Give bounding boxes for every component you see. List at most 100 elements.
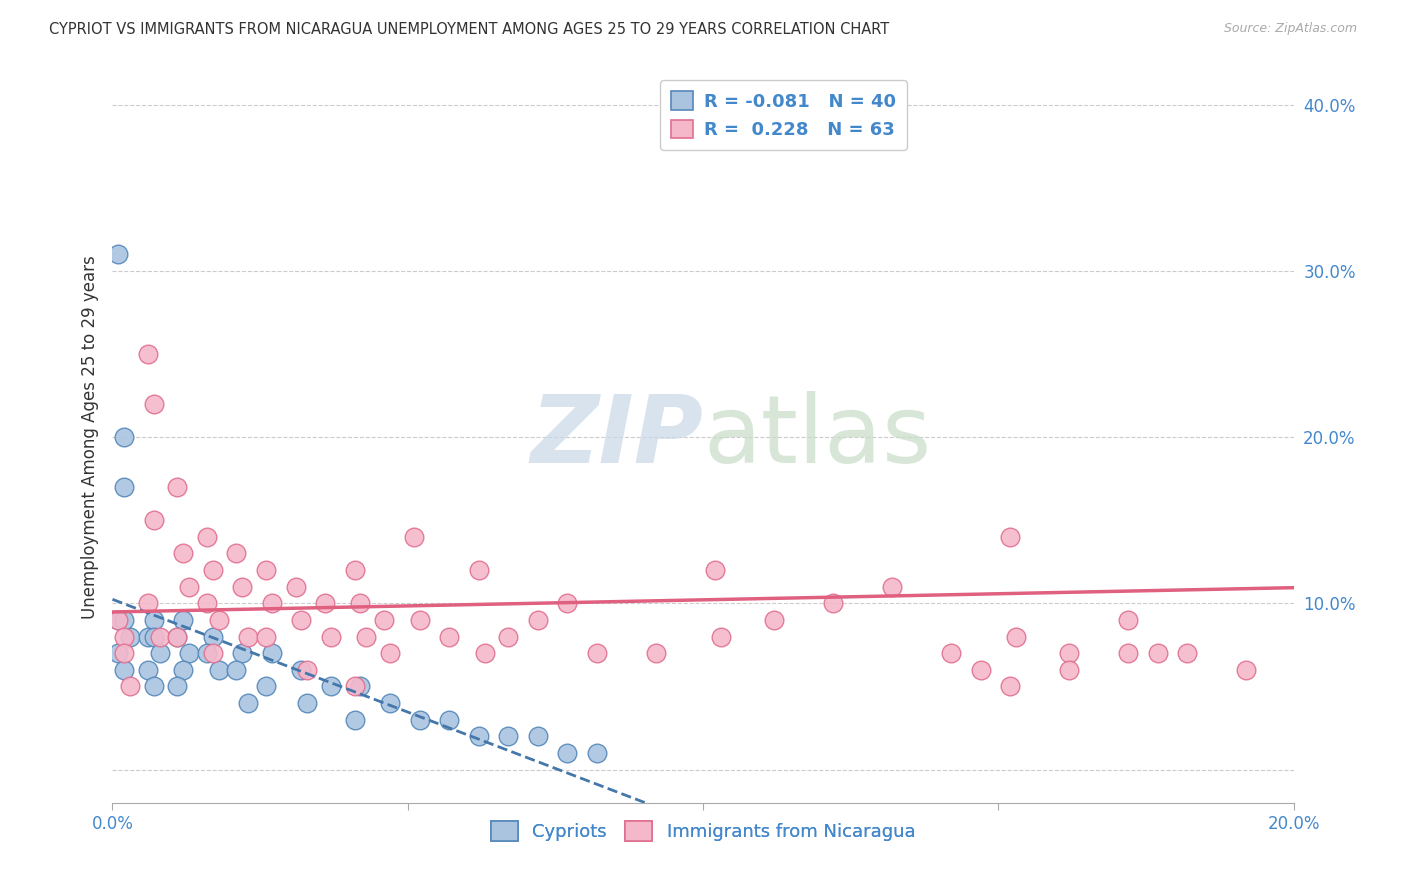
Point (179, 580, 201, 594)
Point (208, 663, 231, 677)
Point (142, 680, 165, 694)
Point (225, 546, 247, 560)
Point (343, 680, 366, 694)
Text: Source: ZipAtlas.com: Source: ZipAtlas.com (1223, 22, 1357, 36)
Point (201, 630, 224, 644)
Point (319, 630, 342, 644)
Point (107, 247, 129, 261)
Point (172, 663, 194, 677)
Point (179, 646, 201, 660)
Legend: Cypriots, Immigrants from Nicaragua: Cypriots, Immigrants from Nicaragua (484, 814, 922, 848)
Point (314, 596, 336, 610)
Point (112, 613, 135, 627)
Point (284, 580, 307, 594)
Point (969, 663, 991, 677)
Point (349, 596, 371, 610)
Point (408, 713, 430, 727)
Point (297, 663, 319, 677)
Point (172, 613, 194, 627)
Point (166, 630, 188, 644)
Point (290, 663, 312, 677)
Y-axis label: Unemployment Among Ages 25 to 29 years: Unemployment Among Ages 25 to 29 years (80, 255, 98, 619)
Point (225, 663, 247, 677)
Point (402, 530, 425, 544)
Point (290, 613, 312, 627)
Point (260, 646, 283, 660)
Point (112, 430, 135, 444)
Point (195, 646, 218, 660)
Point (356, 630, 378, 644)
Point (467, 563, 489, 577)
Point (1005, 630, 1028, 644)
Point (166, 480, 188, 494)
Point (710, 630, 733, 644)
Point (142, 630, 165, 644)
Point (1234, 663, 1257, 677)
Point (149, 630, 172, 644)
Point (107, 646, 129, 660)
Point (821, 596, 844, 610)
Point (1116, 646, 1139, 660)
Point (260, 596, 283, 610)
Point (585, 746, 607, 760)
Point (142, 613, 165, 627)
Point (939, 646, 962, 660)
Point (408, 613, 430, 627)
Point (166, 680, 188, 694)
Point (378, 696, 401, 710)
Point (112, 480, 135, 494)
Point (526, 729, 548, 743)
Point (1175, 646, 1198, 660)
Point (136, 630, 159, 644)
Text: CYPRIOT VS IMMIGRANTS FROM NICARAGUA UNEMPLOYMENT AMONG AGES 25 TO 29 YEARS CORR: CYPRIOT VS IMMIGRANTS FROM NICARAGUA UNE… (49, 22, 890, 37)
Text: atlas: atlas (703, 391, 931, 483)
Point (201, 646, 224, 660)
Point (349, 680, 371, 694)
Point (201, 563, 224, 577)
Point (762, 613, 785, 627)
Point (555, 596, 578, 610)
Point (1116, 613, 1139, 627)
Point (142, 513, 165, 527)
Point (136, 596, 159, 610)
Point (238, 630, 260, 644)
Point (107, 613, 129, 627)
Point (1057, 646, 1080, 660)
Point (585, 646, 607, 660)
Point (1146, 646, 1168, 660)
Point (112, 663, 135, 677)
Point (437, 713, 460, 727)
Point (644, 646, 666, 660)
Point (998, 530, 1021, 544)
Point (238, 696, 260, 710)
Point (467, 729, 489, 743)
Text: ZIP: ZIP (530, 391, 703, 483)
Point (343, 563, 366, 577)
Point (195, 530, 218, 544)
Point (343, 713, 366, 727)
Point (172, 546, 194, 560)
Point (474, 646, 496, 660)
Point (555, 746, 578, 760)
Point (136, 663, 159, 677)
Point (1057, 663, 1080, 677)
Point (149, 646, 172, 660)
Point (120, 680, 142, 694)
Point (107, 613, 129, 627)
Point (208, 613, 231, 627)
Point (142, 397, 165, 411)
Point (254, 563, 277, 577)
Point (112, 630, 135, 644)
Point (378, 646, 401, 660)
Point (880, 580, 903, 594)
Point (297, 696, 319, 710)
Point (120, 630, 142, 644)
Point (254, 680, 277, 694)
Point (319, 680, 342, 694)
Point (254, 630, 277, 644)
Point (166, 630, 188, 644)
Point (496, 729, 519, 743)
Point (437, 630, 460, 644)
Point (195, 596, 218, 610)
Point (496, 630, 519, 644)
